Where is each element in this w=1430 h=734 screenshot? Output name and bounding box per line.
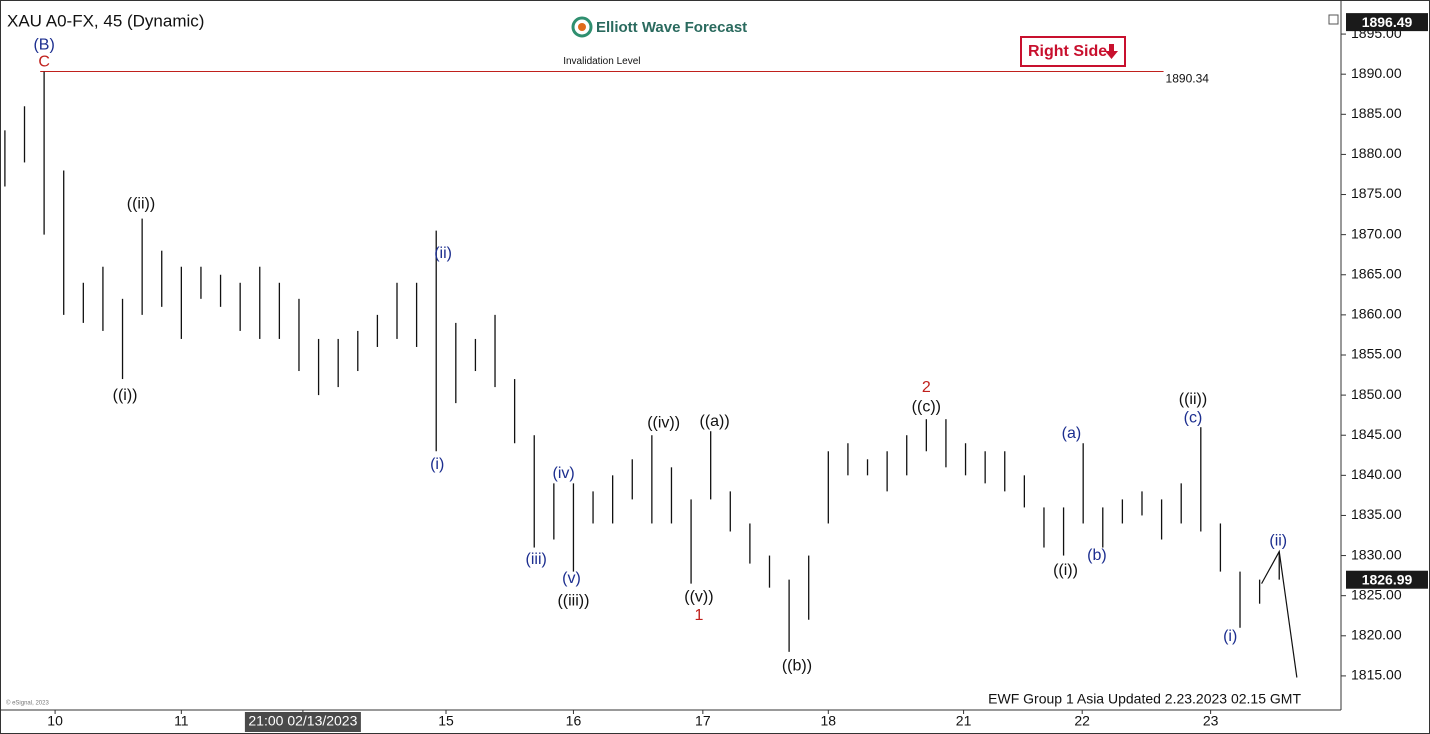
wave-label: ((iv)) (647, 414, 680, 431)
y-tick-label: 1860.00 (1351, 306, 1402, 322)
wave-label: (ii) (1269, 532, 1287, 549)
x-tick-label: 23 (1203, 713, 1219, 729)
badge: Right Side (1020, 36, 1126, 67)
price-tag-box (1346, 570, 1428, 589)
wave-label: ((ii)) (1179, 391, 1207, 408)
logo-icon (571, 16, 593, 38)
x-tick-label: 15 (438, 713, 454, 729)
y-tick-label: 1870.00 (1351, 225, 1402, 241)
invalidation-label: Invalidation Level (563, 56, 640, 67)
x-tick-highlight (244, 712, 361, 732)
price-tag-box (1346, 13, 1428, 32)
wave-label: (ii) (434, 245, 452, 262)
x-tick-label: 11 (174, 713, 189, 729)
wave-label: ((iii)) (557, 593, 589, 610)
wave-label: ((ii)) (127, 195, 155, 212)
wave-label: ((b)) (782, 657, 812, 674)
wave-label: (iv) (553, 465, 575, 482)
y-tick-label: 1875.00 (1351, 185, 1402, 201)
x-tick-label: 21 (956, 713, 972, 729)
x-tick-label: 22 (1074, 713, 1090, 729)
brand-logo: Elliott Wave Forecast (571, 16, 747, 38)
y-tick-label: 1845.00 (1351, 426, 1402, 442)
wave-label: (a) (1062, 425, 1082, 442)
price-tag-label: 1826.99 (1362, 571, 1413, 587)
y-tick-label: 1835.00 (1351, 506, 1402, 522)
y-tick-label: 1830.00 (1351, 546, 1402, 562)
x-tick-label: 16 (566, 713, 582, 729)
wave-label: (i) (430, 456, 444, 473)
badge-arrow (1105, 44, 1118, 59)
projection-line (1261, 549, 1298, 678)
wave-label: ((i)) (113, 387, 138, 404)
wave-label: ((c)) (912, 398, 941, 415)
y-tick-label: 1825.00 (1351, 586, 1402, 602)
x-tick-label: 21:00 02/13/2023 (248, 713, 357, 729)
corner-icon (1328, 14, 1339, 25)
copyright: © eSignal, 2023 (6, 700, 49, 707)
y-tick-label: 1820.00 (1351, 626, 1402, 642)
logo-icon-core (578, 23, 586, 31)
wave-label: (c) (1184, 410, 1203, 427)
wave-label: ((i)) (1053, 562, 1078, 579)
wave-label: C (38, 53, 50, 70)
invalidation-value: 1890.34 (1166, 72, 1210, 86)
wave-label: (v) (562, 570, 581, 587)
wave-label: (b) (1087, 547, 1107, 564)
wave-label: (iii) (526, 551, 547, 568)
footer: EWF Group 1 Asia Updated 2.23.2023 02.15… (988, 691, 1301, 707)
badge-text: Right Side (1028, 43, 1107, 60)
brand-name: Elliott Wave Forecast (596, 19, 747, 36)
wave-label: ((v)) (684, 589, 713, 606)
y-tick-label: 1815.00 (1351, 667, 1402, 683)
wave-label: 2 (922, 379, 931, 396)
y-tick-label: 1855.00 (1351, 346, 1402, 362)
wave-label: ((a)) (699, 413, 729, 430)
y-tick-label: 1850.00 (1351, 386, 1402, 402)
y-tick-label: 1865.00 (1351, 265, 1402, 281)
y-tick-label: 1890.00 (1351, 65, 1402, 81)
price-tag-label: 1896.49 (1362, 14, 1413, 30)
y-tick-label: 1840.00 (1351, 466, 1402, 482)
y-tick-label: 1880.00 (1351, 145, 1402, 161)
chart-title: XAU A0-FX, 45 (Dynamic) (7, 11, 204, 30)
x-tick-label: 18 (821, 713, 837, 729)
x-tick-label: 10 (47, 713, 63, 729)
wave-label: (i) (1223, 628, 1237, 645)
wave-label: 1 (694, 607, 703, 624)
wave-label: (B) (33, 37, 54, 54)
x-tick-label: 17 (695, 713, 711, 729)
y-tick-label: 1885.00 (1351, 105, 1402, 121)
